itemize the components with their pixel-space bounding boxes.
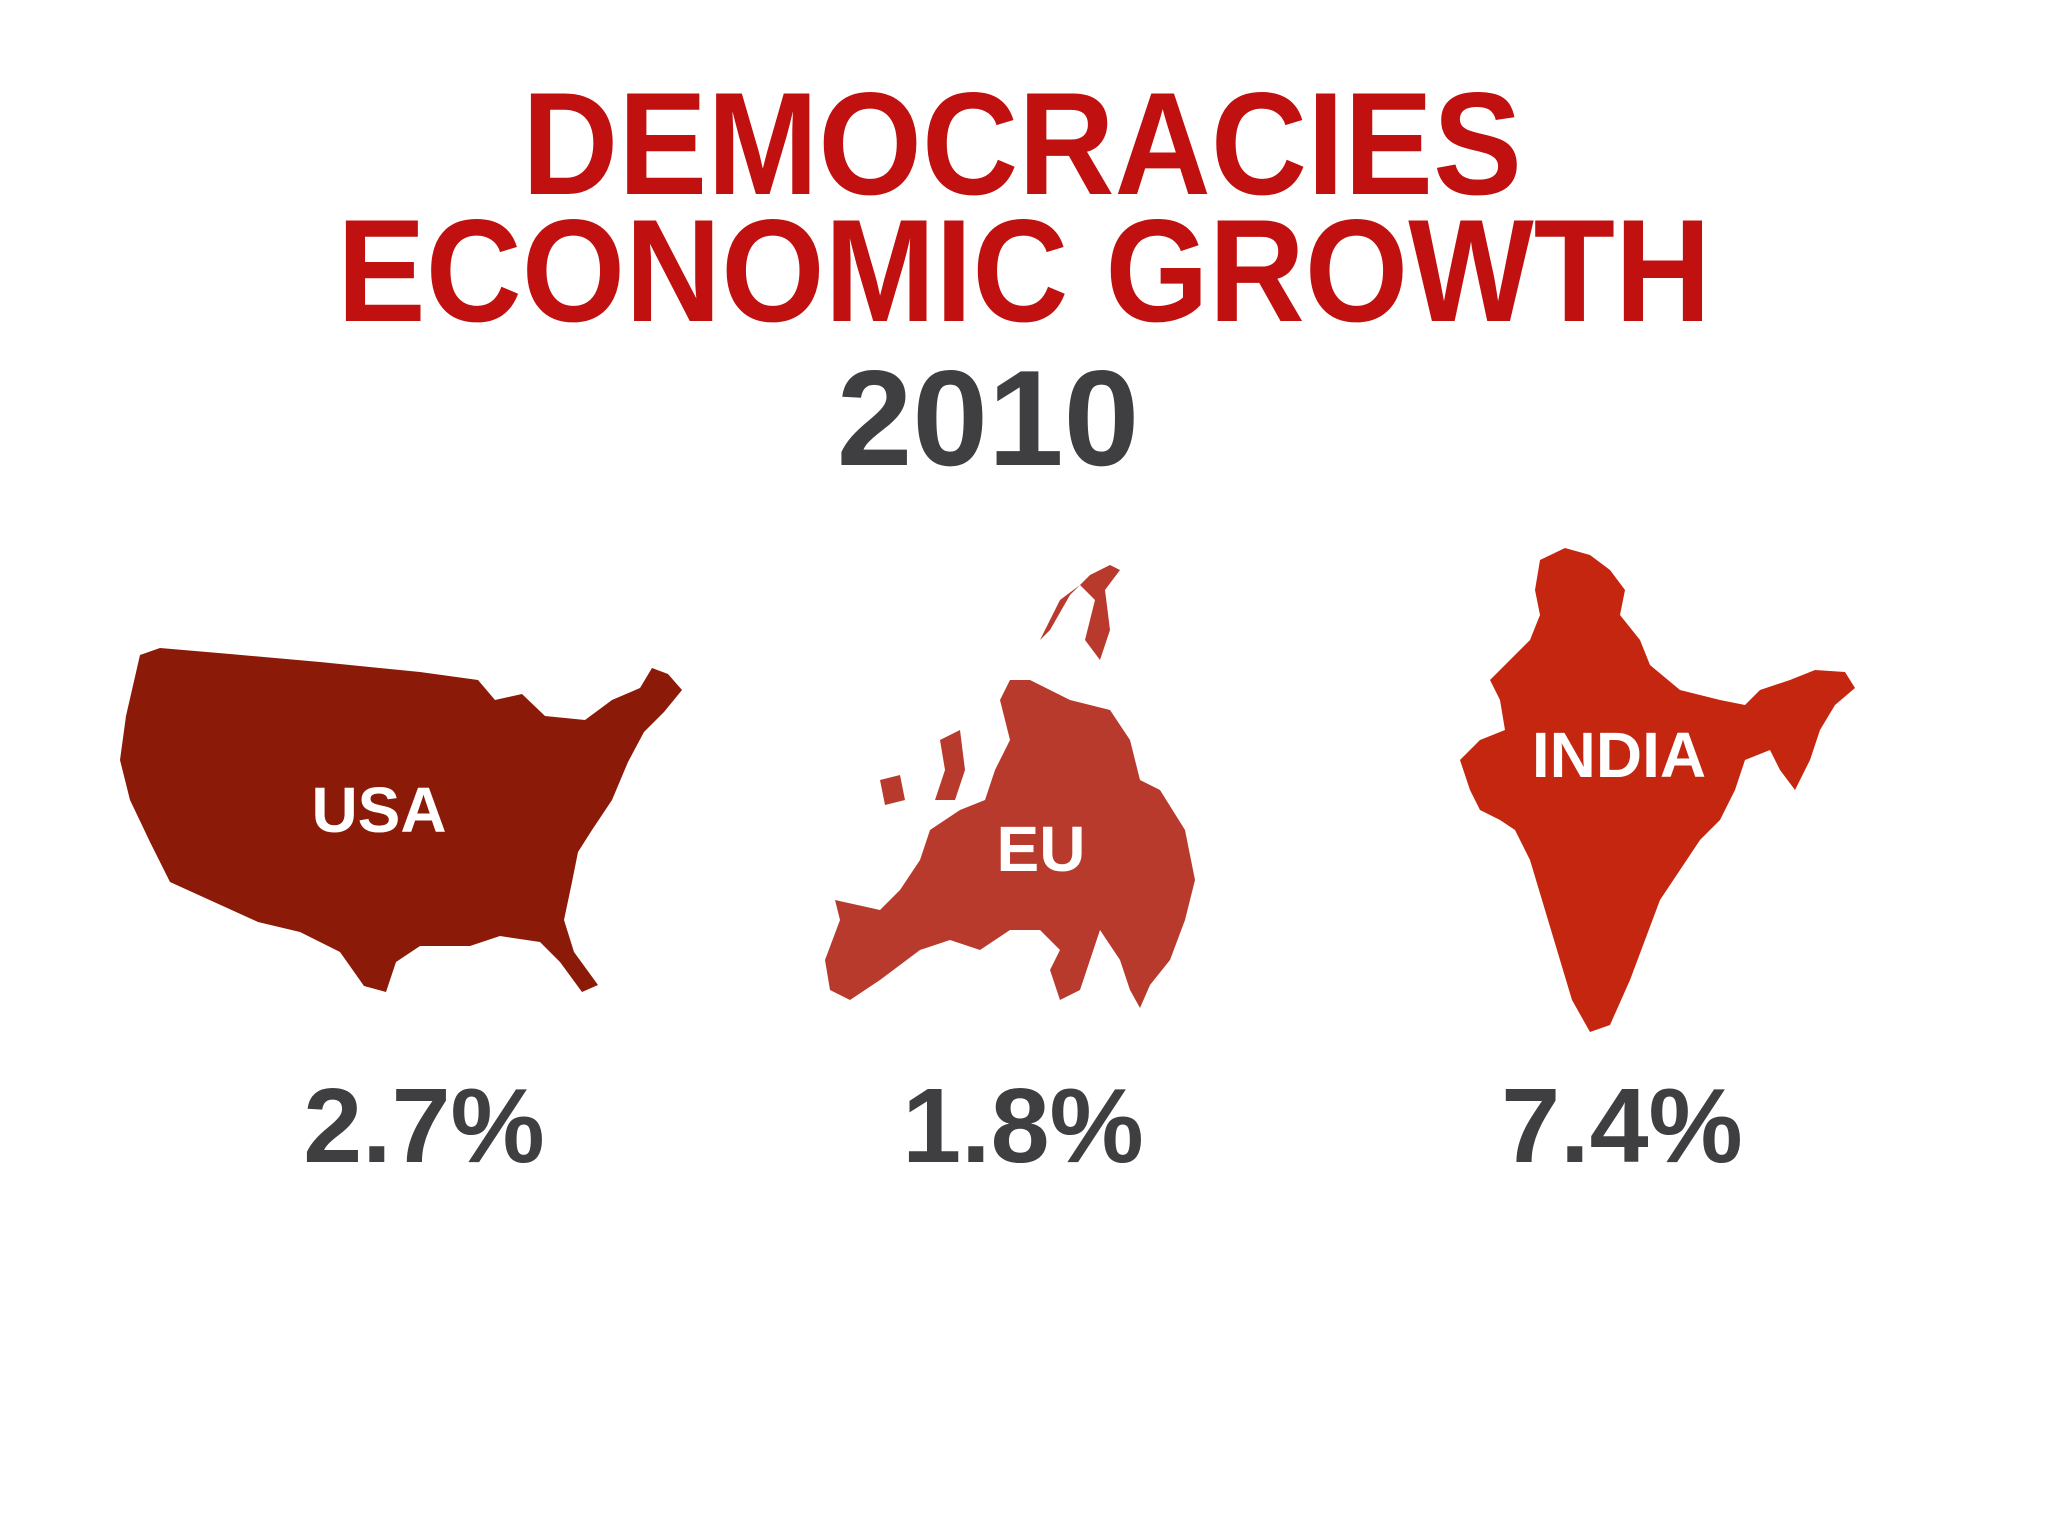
region-label: INDIA bbox=[1532, 719, 1706, 791]
india-map bbox=[1460, 548, 1855, 1032]
growth-value: 1.8% bbox=[902, 1067, 1144, 1185]
region-label: USA bbox=[311, 774, 446, 846]
region-label: EU bbox=[997, 813, 1086, 885]
title-line-1: DEMOCRACIES bbox=[522, 62, 1522, 225]
title-line-2: ECONOMIC GROWTH bbox=[337, 189, 1711, 352]
growth-value: 7.4% bbox=[1501, 1067, 1743, 1185]
growth-value: 2.7% bbox=[303, 1067, 545, 1185]
year: 2010 bbox=[837, 342, 1140, 494]
usa-map bbox=[120, 648, 682, 992]
eu-map bbox=[825, 565, 1195, 1008]
